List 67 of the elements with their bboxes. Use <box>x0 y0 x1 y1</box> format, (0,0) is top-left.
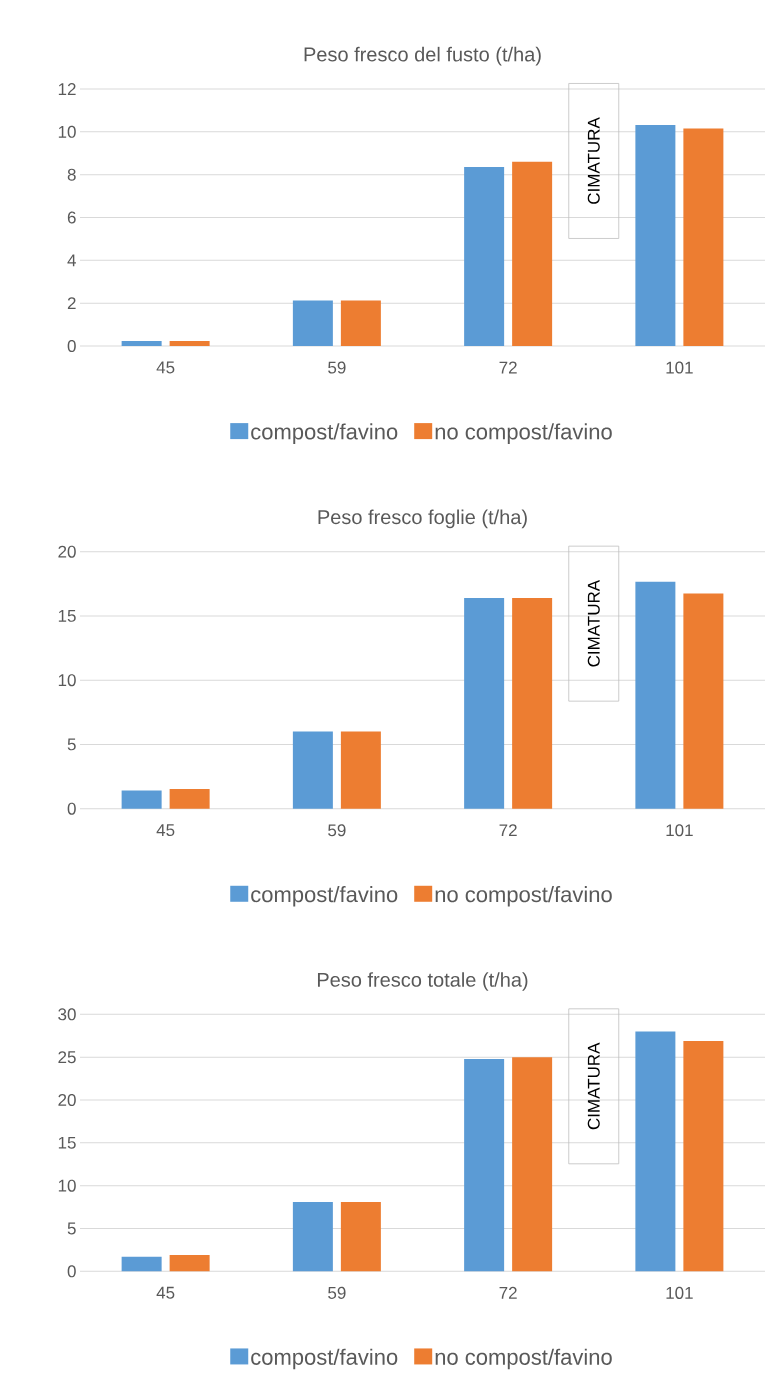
bar <box>512 597 553 809</box>
bar <box>683 128 724 347</box>
bar <box>340 300 381 347</box>
x-tick-label: 59 <box>328 1286 346 1299</box>
x-tick-label: 101 <box>666 1286 693 1299</box>
y-tick-label: 10 <box>58 125 76 138</box>
y-tick-label: 25 <box>58 1051 76 1064</box>
bar <box>464 597 505 809</box>
bar <box>169 1255 210 1272</box>
bar <box>464 166 505 347</box>
x-tick-label: 72 <box>499 1286 517 1299</box>
y-tick-label: 2 <box>67 297 76 310</box>
y-tick-label: 5 <box>67 1222 76 1235</box>
bar <box>512 1057 553 1272</box>
bar <box>635 581 676 809</box>
y-tick-label: 12 <box>58 83 76 95</box>
chart-title: Peso fresco del fusto (t/ha) <box>304 46 541 66</box>
y-tick-label: 6 <box>67 211 76 224</box>
bar <box>340 731 381 809</box>
bar <box>292 731 333 809</box>
y-tick-label: 4 <box>67 254 76 267</box>
legend-label: compost/favino <box>251 423 398 444</box>
y-tick-label: 5 <box>67 738 76 751</box>
y-tick-label: 20 <box>58 1093 76 1107</box>
bar <box>121 341 162 347</box>
x-tick-label: 72 <box>499 824 517 837</box>
y-tick-label: 0 <box>67 339 76 353</box>
annotation: CIMATURA <box>587 117 600 204</box>
y-tick-label: 30 <box>58 1008 76 1021</box>
x-tick-label: 59 <box>328 824 346 837</box>
legend-label: no compost/favino <box>435 886 612 907</box>
bar <box>464 1058 505 1272</box>
annotation: CIMATURA <box>587 579 600 667</box>
bar <box>635 1031 676 1272</box>
bar <box>292 300 333 347</box>
chart-title: Peso fresco foglie (t/ha) <box>318 509 527 529</box>
y-tick-label: 10 <box>58 1179 76 1192</box>
chart-title: Peso fresco totale (t/ha) <box>317 972 528 991</box>
legend-label: compost/favino <box>251 886 398 907</box>
bar <box>340 1201 381 1272</box>
bar <box>121 790 162 809</box>
y-tick-label: 10 <box>58 674 76 687</box>
bar <box>292 1201 333 1272</box>
x-tick-label: 45 <box>156 824 175 837</box>
bar <box>635 124 676 347</box>
x-tick-label: 101 <box>666 361 693 374</box>
y-tick-label: 0 <box>67 1265 76 1278</box>
y-tick-label: 0 <box>67 802 76 815</box>
x-tick-label: 72 <box>499 361 517 374</box>
x-tick-label: 59 <box>328 361 346 374</box>
bar <box>512 161 553 347</box>
x-tick-label: 101 <box>666 824 693 837</box>
bar <box>683 593 724 809</box>
legend-label: compost/favino <box>251 1348 398 1370</box>
x-tick-label: 45 <box>156 361 175 374</box>
annotation: CIMATURA <box>587 1042 600 1130</box>
bar <box>121 1256 162 1272</box>
bar <box>169 789 210 809</box>
y-tick-label: 20 <box>58 545 76 558</box>
bar <box>169 341 210 347</box>
bar <box>683 1040 724 1272</box>
y-tick-label: 8 <box>67 168 76 181</box>
y-tick-label: 15 <box>58 1136 76 1149</box>
y-tick-label: 15 <box>58 610 76 622</box>
legend-label: no compost/favino <box>435 423 612 444</box>
legend-label: no compost/favino <box>435 1348 612 1370</box>
x-tick-label: 45 <box>156 1286 175 1299</box>
